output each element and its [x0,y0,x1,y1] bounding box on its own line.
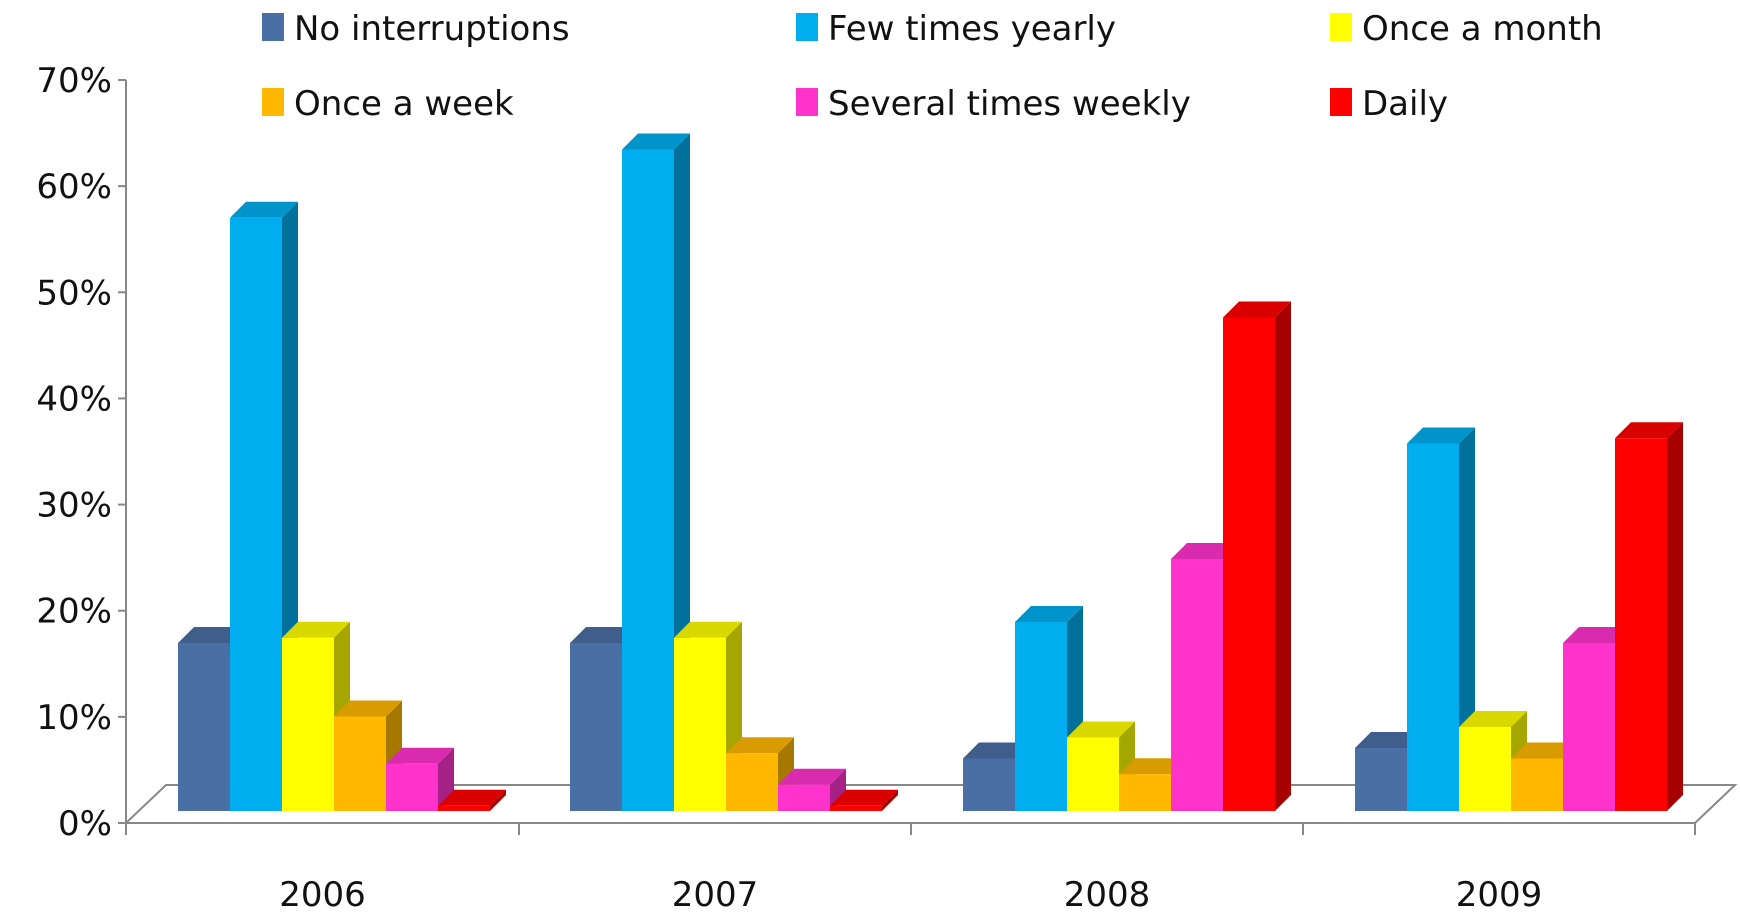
bar-top [178,627,246,643]
bar-front [438,805,490,811]
bar-front [570,643,622,811]
bars [178,133,1683,811]
bar-front [1563,643,1615,811]
bar-front [1223,317,1275,811]
legend-item: Once a week [262,84,514,124]
legend-swatch [262,13,284,41]
bar-top [438,789,506,806]
bar-top [1459,711,1527,727]
bar-front [1171,559,1223,811]
bar [778,768,846,811]
bar-front [726,753,778,811]
bar-top [282,621,350,638]
bar-side [1275,301,1291,811]
x-category-label: 2007 [672,875,759,915]
bar-top [674,621,742,638]
bar-top [1171,543,1239,559]
bar-front [386,763,438,811]
legend-label: Once a week [294,84,514,124]
x-category-label: 2006 [279,875,366,915]
legend-item: Daily [1330,84,1448,124]
legend-item: Few times yearly [796,9,1116,49]
legend-item: No interruptions [262,9,570,49]
bar [438,789,506,811]
legend-label: No interruptions [294,9,570,49]
bar-top [1119,758,1187,775]
bar-top [230,201,298,218]
y-tick-label: 10% [36,698,112,738]
legend-swatch [796,88,818,116]
y-tick-label: 20% [36,592,112,632]
bar-front [230,217,282,811]
bar-front [1407,443,1459,811]
bar-front [963,758,1015,811]
y-tick-label: 50% [36,273,112,313]
y-axis-ticks: 0% 10% 20% 30% 40% 50% 60% 70% [36,61,126,844]
y-tick-label: 70% [36,61,112,101]
bar-top [830,789,898,806]
bar-side [882,789,898,811]
bar-front [830,805,882,811]
bar-front [622,149,674,811]
bar-top [622,133,690,150]
x-category-label: 2009 [1456,875,1543,915]
legend-item: Several times weekly [796,84,1191,124]
bar-front [1015,622,1067,811]
bar-top [1355,732,1423,748]
bar-front [282,637,334,811]
bar-front [1119,774,1171,811]
bar-top [1563,627,1631,643]
x-axis-categories: 2006 2007 2008 2009 [125,823,1696,915]
y-tick-label: 40% [36,379,112,419]
bar-front [1615,438,1667,811]
legend-swatch [796,13,818,41]
legend-swatch [1330,88,1352,116]
legend: No interruptions Few times yearly Once a m… [262,9,1603,124]
x-category-label: 2008 [1064,875,1151,915]
bar-top [778,768,846,785]
legend-swatch [262,88,284,116]
bar-front [778,784,830,811]
legend-item: Once a month [1330,9,1603,49]
bar [830,789,898,811]
legend-label: Few times yearly [828,9,1116,49]
bar-top [963,742,1031,759]
bar-front [1459,727,1511,811]
bar-top [386,747,454,764]
bar [1223,301,1291,811]
bar-top [570,627,638,643]
bar-top [334,700,402,717]
y-tick-label: 0% [58,804,112,844]
bar-front [178,643,230,811]
bar-front [334,716,386,811]
bar-top [1067,721,1135,738]
bar-top [1407,427,1475,444]
bar-side [1667,422,1683,811]
bar-side [490,789,506,811]
y-tick-label: 30% [36,486,112,526]
bar-top [726,737,794,754]
legend-swatch [1330,13,1352,41]
bar [1615,422,1683,811]
bar-front [674,637,726,811]
bar-top [1615,422,1683,439]
legend-label: Daily [1362,84,1448,124]
bar-top [1511,742,1579,759]
bar-side [830,768,846,811]
bar-top [1015,606,1083,622]
bar-front [1355,748,1407,811]
legend-label: Once a month [1362,9,1603,49]
bar-front [1067,737,1119,811]
legend-label: Several times weekly [828,84,1191,124]
bar-front [1511,758,1563,811]
bar [386,747,454,811]
bar-top [1223,301,1291,318]
y-tick-label: 60% [36,167,112,207]
